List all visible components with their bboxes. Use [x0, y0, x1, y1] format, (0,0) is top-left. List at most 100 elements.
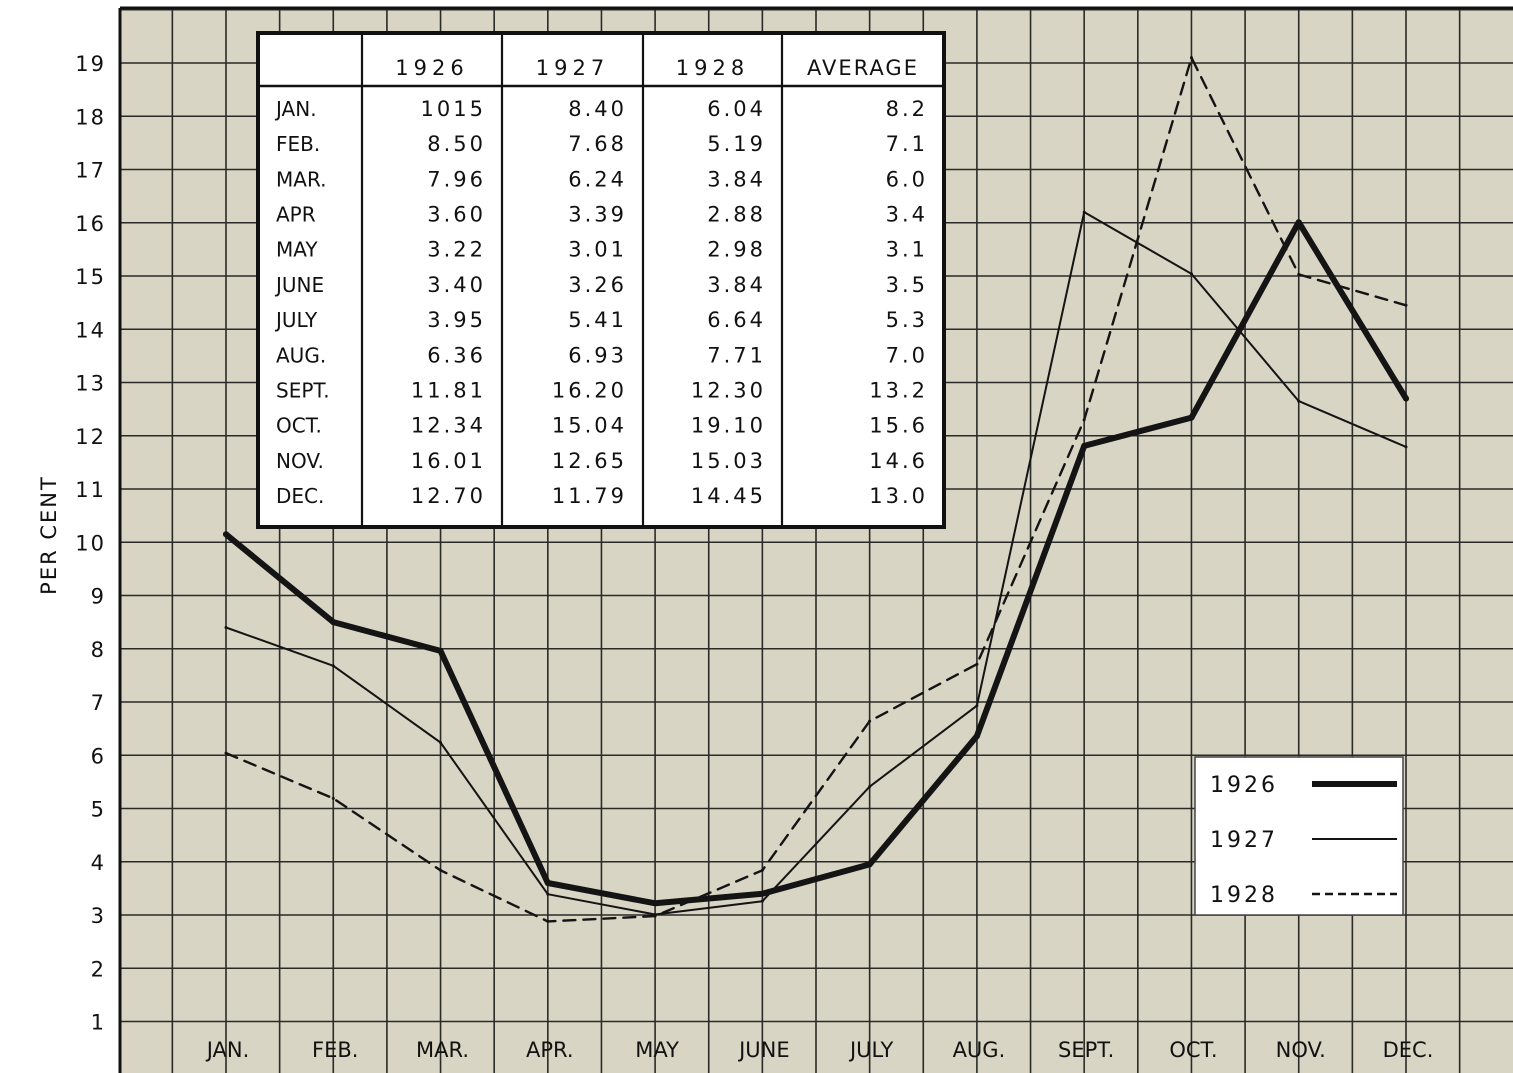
- data-point-1926: [223, 531, 229, 538]
- data-point-1928: [224, 751, 228, 755]
- legend: 1926 1927 1928: [1194, 756, 1404, 916]
- data-point-1928: [653, 914, 657, 918]
- y-tick-label: 10: [75, 531, 106, 555]
- y-tick-label: 12: [75, 425, 106, 449]
- table-row-label: OCT.: [276, 414, 322, 438]
- x-tick-label: APR.: [526, 1038, 574, 1062]
- x-tick-label: JUNE: [737, 1038, 790, 1062]
- table-cell: 13.2: [869, 378, 928, 402]
- data-point-1928: [439, 868, 443, 872]
- data-point-1928: [975, 662, 979, 666]
- series-1926: [223, 219, 1409, 907]
- data-point-1927: [1082, 210, 1086, 214]
- x-tick-label: MAR.: [416, 1038, 469, 1062]
- y-tick-label: 9: [91, 585, 106, 609]
- y-tick-label: 8: [91, 638, 106, 662]
- x-tick-label: FEB.: [312, 1038, 358, 1062]
- table-cell: 3.5: [886, 273, 928, 297]
- table-cell: 2.98: [707, 238, 766, 262]
- table-cell: 7.0: [886, 343, 928, 367]
- table-cell: 14.45: [691, 484, 766, 508]
- series-1927: [224, 210, 1408, 916]
- table-frame: [256, 31, 946, 529]
- series-1928: [224, 56, 1408, 923]
- table-cell: 8.2: [886, 97, 928, 121]
- table-row-label: JAN.: [274, 97, 317, 121]
- table-cell: 6.64: [707, 308, 766, 332]
- data-table: 1926 1927 1928 AVERAGE JAN. 1015 8.40 6.04 8.2 FE…: [256, 31, 946, 529]
- table-cell: 8.40: [568, 97, 627, 121]
- table-header-cell: 1927: [536, 56, 609, 80]
- x-tick-label: NOV.: [1276, 1038, 1326, 1062]
- table-row-label: DEC.: [276, 484, 324, 508]
- data-point-1928: [868, 719, 872, 723]
- table-cell: 6.0: [886, 167, 928, 191]
- data-point-1927: [224, 625, 228, 629]
- data-point-1928: [1082, 418, 1086, 422]
- series-line-1927: [225, 211, 1407, 916]
- table-cell: 6.93: [568, 343, 627, 367]
- y-tick-label: 7: [91, 691, 106, 715]
- table-cell: 12.34: [411, 414, 486, 438]
- table-row-label: FEB.: [276, 132, 320, 156]
- table-cell: 5.3: [886, 308, 928, 332]
- table-cell: 3.4: [886, 203, 928, 227]
- table-cell: 7.1: [886, 132, 928, 156]
- x-tick-label: JAN.: [205, 1038, 250, 1062]
- table-cell: 7.68: [568, 132, 627, 156]
- data-point-1927: [760, 899, 764, 903]
- data-point-1928: [331, 796, 335, 800]
- x-tick-label: DEC.: [1383, 1038, 1434, 1062]
- table-cell: 14.6: [869, 449, 928, 473]
- data-point-1928: [760, 868, 764, 872]
- y-tick-label: 1: [91, 1011, 106, 1035]
- table-cell: 7.71: [707, 343, 766, 367]
- table-header-cell: 1926: [395, 56, 468, 80]
- table-cell: 3.39: [568, 203, 627, 227]
- y-tick-label: 3: [91, 904, 106, 928]
- table-cell: 3.84: [707, 167, 766, 191]
- table-cell: 6.04: [707, 97, 766, 121]
- table-cell: 3.40: [427, 273, 486, 297]
- table-cell: 3.1: [886, 238, 928, 262]
- data-point-1928: [1297, 272, 1301, 276]
- table-cell: 5.41: [568, 308, 627, 332]
- legend-label: 1927: [1210, 828, 1278, 853]
- data-point-1928: [1189, 56, 1193, 60]
- data-point-1926: [973, 733, 980, 740]
- table-cell: 11.79: [552, 484, 627, 508]
- x-tick-label: MAY: [635, 1038, 679, 1062]
- table-row-label: MAR.: [276, 167, 326, 191]
- data-point-1926: [759, 890, 766, 897]
- legend-label: 1926: [1210, 773, 1278, 798]
- table-cell: 3.01: [568, 238, 627, 262]
- y-tick-label: 2: [91, 957, 106, 981]
- table-row-label: MAY: [276, 238, 318, 262]
- table-cell: 5.19: [707, 132, 766, 156]
- table-cell: 12.70: [411, 484, 486, 508]
- data-point-1926: [330, 619, 337, 626]
- y-tick-label: 19: [75, 52, 106, 76]
- y-tick-label: 14: [75, 318, 106, 342]
- y-tick-label: 15: [75, 265, 106, 289]
- x-tick-label: OCT.: [1169, 1038, 1217, 1062]
- x-tick-label: JULY: [848, 1038, 893, 1062]
- data-point-1927: [1189, 272, 1193, 276]
- table-cell: 15.04: [552, 414, 627, 438]
- data-point-1926: [1295, 219, 1302, 226]
- data-point-1927: [975, 704, 979, 708]
- table-cell: 11.81: [411, 378, 486, 402]
- table-header-cell: AVERAGE: [807, 56, 919, 80]
- data-point-1926: [866, 861, 873, 868]
- y-tick-label: 17: [75, 159, 106, 183]
- table-cell: 8.50: [427, 132, 486, 156]
- y-tick-label: 11: [75, 478, 106, 502]
- series-line-1926: [223, 219, 1409, 907]
- table-row-label: AUG.: [276, 343, 326, 367]
- table-cell: 6.24: [568, 167, 627, 191]
- data-point-1926: [544, 880, 551, 887]
- y-axis-label: PER CENT: [37, 475, 61, 595]
- y-tick-label: 4: [91, 851, 106, 875]
